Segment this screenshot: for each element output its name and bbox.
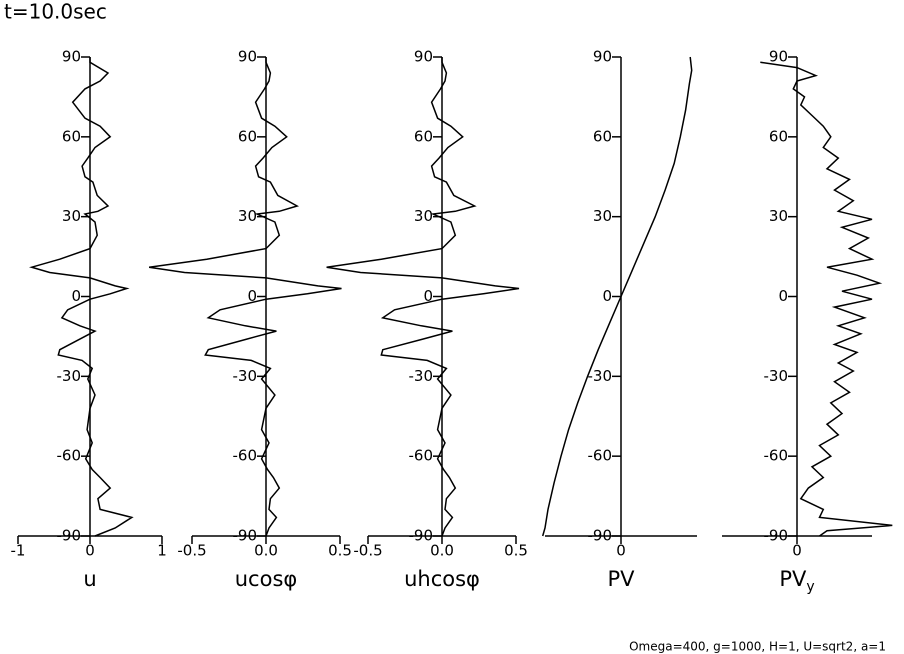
- y-tick-label: 90: [769, 48, 788, 66]
- y-tick-label: -30: [764, 367, 789, 385]
- x-tick-label: -0.5: [177, 542, 206, 560]
- x-tick-label: 1: [157, 542, 167, 560]
- x-tick-label: 0.0: [430, 542, 454, 560]
- x-axis-label-subscript: y: [806, 579, 814, 595]
- y-tick-label: 0: [71, 287, 81, 305]
- y-tick-label: 0: [778, 287, 788, 305]
- x-tick-label: 0: [792, 542, 802, 560]
- x-axis-label-text: ucosφ: [235, 567, 298, 591]
- y-tick-label: 0: [247, 287, 257, 305]
- y-tick-label: -90: [409, 527, 434, 545]
- x-axis-label: uhcosφ: [404, 567, 480, 591]
- y-tick-label: 0: [423, 287, 433, 305]
- y-tick-label: 30: [414, 207, 433, 225]
- x-tick-label: 0.0: [254, 542, 278, 560]
- data-line: [29, 57, 134, 537]
- x-tick-label: 0: [85, 542, 95, 560]
- y-tick-label: 90: [238, 48, 257, 66]
- data-line: [541, 56, 693, 537]
- y-tick-label: -60: [233, 447, 258, 465]
- data-line: [148, 57, 342, 537]
- y-tick-label: 60: [414, 127, 433, 145]
- x-axis-label-text: uhcosφ: [404, 567, 480, 591]
- x-tick-label: -1: [11, 542, 26, 560]
- x-axis-label: PV: [607, 567, 635, 591]
- y-tick-label: -90: [57, 527, 82, 545]
- x-axis-label-text: PV: [607, 567, 635, 591]
- y-tick-label: 60: [62, 127, 81, 145]
- y-tick-label: -90: [233, 527, 258, 545]
- y-tick-label: -90: [588, 527, 613, 545]
- y-tick-label: 90: [593, 48, 612, 66]
- data-line: [760, 61, 893, 537]
- y-tick-label: -30: [588, 367, 613, 385]
- x-tick-label: 0.5: [504, 542, 528, 560]
- y-tick-label: -30: [409, 367, 434, 385]
- y-tick-label: 60: [769, 127, 788, 145]
- y-tick-label: 0: [602, 287, 612, 305]
- y-tick-label: -90: [764, 527, 789, 545]
- y-tick-label: -30: [57, 367, 82, 385]
- y-tick-label: 60: [238, 127, 257, 145]
- x-tick-label: 0: [616, 542, 626, 560]
- x-axis-label-text: u: [83, 567, 96, 591]
- y-tick-label: 90: [62, 48, 81, 66]
- footer: Omega=400, g=1000, H=1, U=sqrt2, a=1: [629, 640, 886, 654]
- y-tick-label: 30: [238, 207, 257, 225]
- x-axis-label: ucosφ: [235, 567, 298, 591]
- y-tick-label: -60: [409, 447, 434, 465]
- x-tick-label: -0.5: [353, 542, 382, 560]
- x-tick-label: 0.5: [328, 542, 352, 560]
- y-tick-label: 90: [414, 48, 433, 66]
- y-tick-label: -60: [764, 447, 789, 465]
- y-tick-label: -60: [588, 447, 613, 465]
- y-tick-label: -30: [233, 367, 258, 385]
- y-tick-label: 30: [62, 207, 81, 225]
- data-line: [326, 57, 520, 537]
- y-tick-label: 30: [593, 207, 612, 225]
- title: t=10.0sec: [4, 0, 107, 24]
- y-tick-label: 30: [769, 207, 788, 225]
- x-axis-label: u: [83, 567, 96, 591]
- x-axis-label-text: PV: [779, 567, 807, 591]
- y-tick-label: -60: [57, 447, 82, 465]
- x-axis-label: PVy: [779, 567, 814, 595]
- y-tick-label: 60: [593, 127, 612, 145]
